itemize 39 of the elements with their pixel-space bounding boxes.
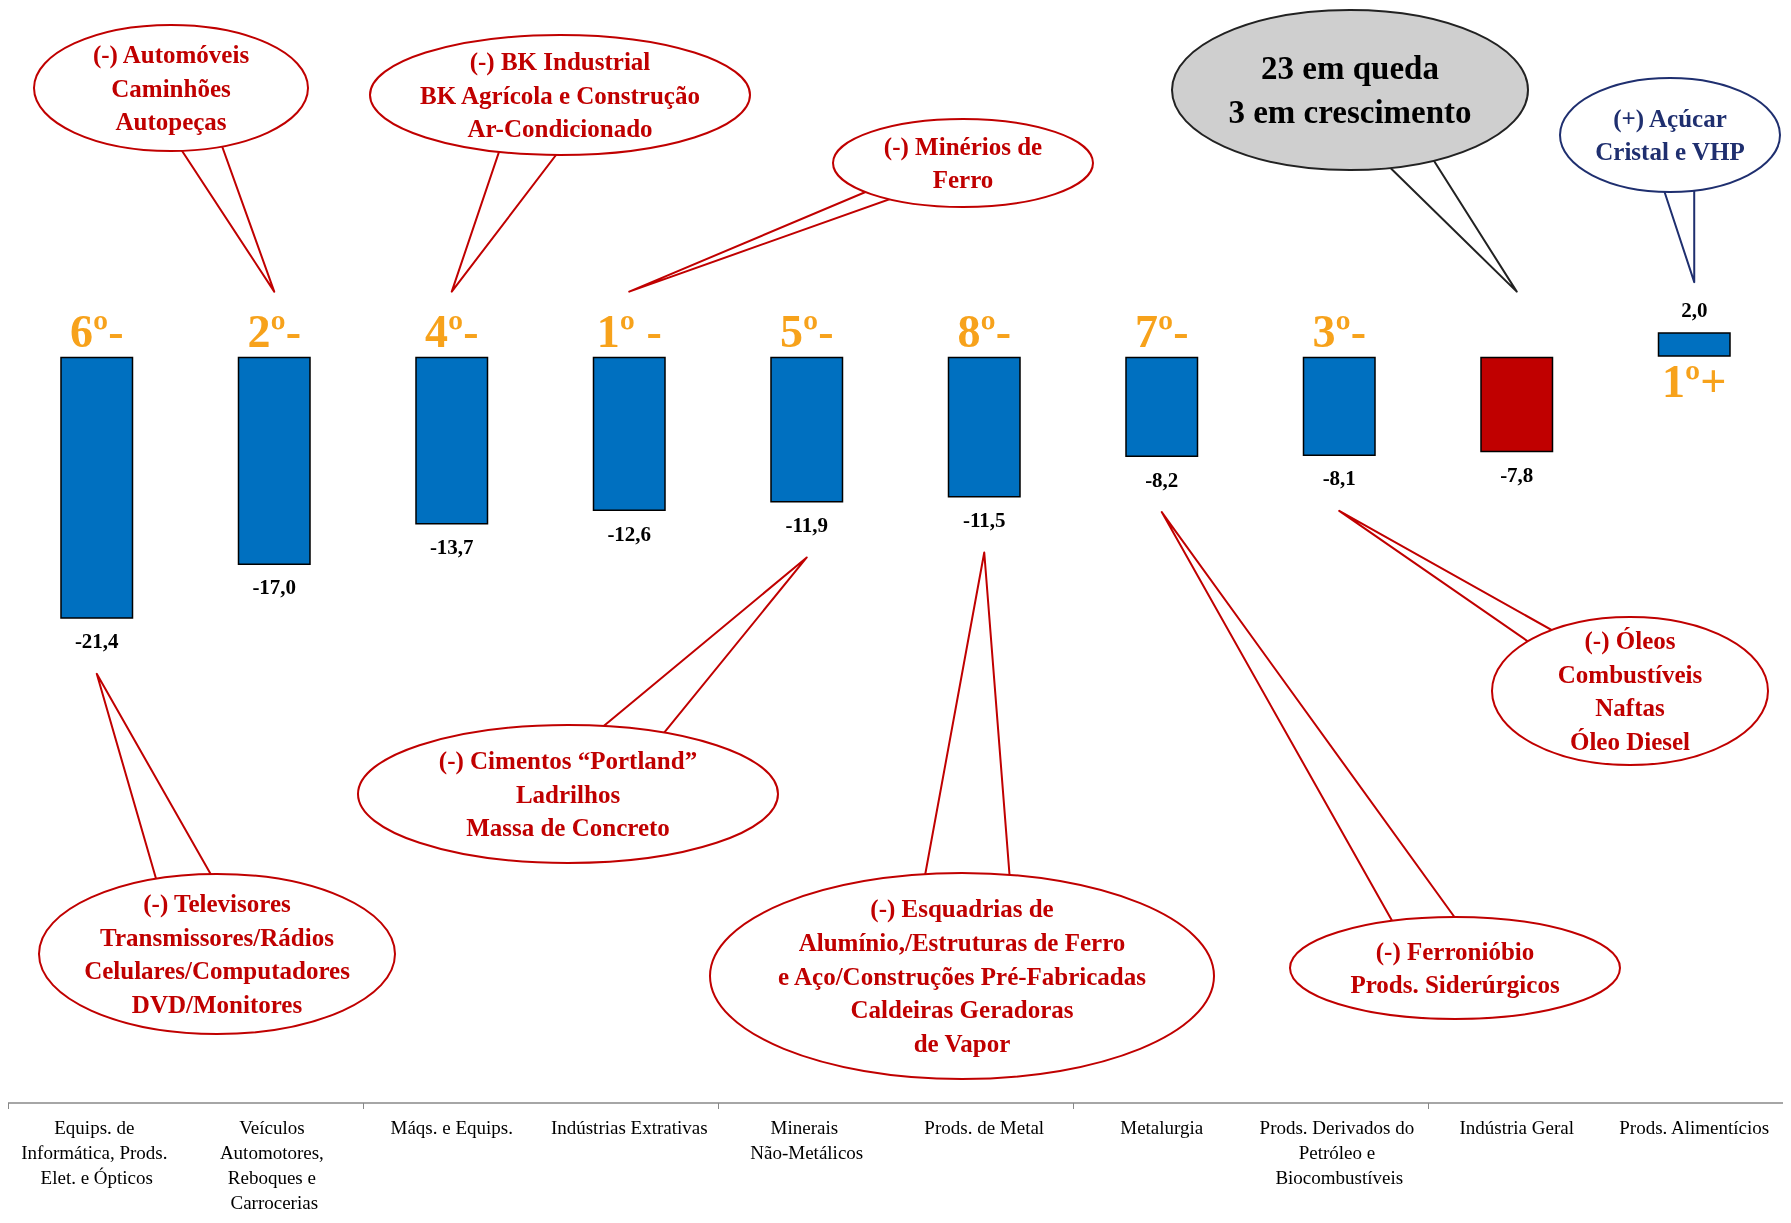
annotation: 3º- bbox=[1312, 306, 1367, 358]
annotation: 1º - bbox=[596, 306, 662, 358]
x-tick-label: Prods. Derivados do Petróleo e Biocombustíveis bbox=[1259, 1117, 1419, 1188]
data-label: -8,2 bbox=[1145, 467, 1179, 492]
data-label: -21,4 bbox=[74, 629, 120, 654]
text: (-) Ferronióbio Prods. Siderúrgicos bbox=[1350, 937, 1560, 999]
text: (+) Açúcar Cristal e VHP bbox=[1595, 104, 1745, 166]
x-tick-label: Metalurgia bbox=[1120, 1117, 1204, 1138]
text: (-) Cimentos “Portland” Ladrilhos Massa de Concreto bbox=[438, 746, 698, 842]
data-label: -7,8 bbox=[1500, 462, 1534, 487]
text: (-) Televisores Transmissores/Rádios Celulares/Computadores DVD/Monitores bbox=[84, 889, 351, 1019]
annotation: 8º- bbox=[957, 306, 1012, 358]
text: (-) Automóveis Caminhões Autopeças bbox=[92, 40, 250, 136]
x-tick-label: Minerais Não-Metálicos bbox=[750, 1117, 864, 1163]
annotation: 7º- bbox=[1134, 306, 1189, 358]
text: (-) Minérios de Ferro bbox=[883, 132, 1043, 194]
x-tick-label: Prods. de Metal bbox=[924, 1117, 1045, 1138]
annotation: 4º- bbox=[424, 306, 479, 358]
annotation: 5º- bbox=[779, 306, 834, 358]
text: (-) Esquadrias de Alumínio,/Estruturas de Ferro e Aço/Construções Pré-Fabricadas Caldeiras Geradoras de Vapor bbox=[778, 895, 1147, 1057]
annotation: 6º- bbox=[69, 306, 124, 358]
x-tick-label: Equips. de Informática, Prods. Elet. e Ópticos bbox=[21, 1117, 173, 1188]
annotation: 2º- bbox=[247, 306, 302, 358]
data-label: -8,1 bbox=[1322, 466, 1356, 491]
data-label: -17,0 bbox=[252, 575, 297, 600]
x-tick-label: Prods. Alimentícios bbox=[1619, 1117, 1770, 1138]
text: (-) BK Industrial BK Agrícola e Construção Ar-Condicionado bbox=[420, 47, 700, 143]
annotation: 1º+ bbox=[1662, 356, 1727, 408]
data-label: 2,0 bbox=[1681, 297, 1708, 322]
text: 23 em queda 3 em crescimento bbox=[1228, 49, 1472, 131]
data-label: -13,7 bbox=[429, 535, 474, 559]
x-tick-label: Indústrias Extrativas bbox=[550, 1117, 708, 1138]
x-tick-label: Veículos Automotores, Reboques e Carrocerias bbox=[219, 1117, 329, 1213]
text: (-) Óleos Combustíveis Naftas Óleo Diesel bbox=[1557, 626, 1703, 756]
data-label: -12,6 bbox=[607, 521, 652, 546]
x-tick-label: Máqs. e Equips. bbox=[390, 1117, 513, 1138]
data-label: -11,9 bbox=[785, 512, 829, 537]
x-tick-label: Indústria Geral bbox=[1459, 1117, 1574, 1138]
data-label: -11,5 bbox=[962, 508, 1006, 533]
